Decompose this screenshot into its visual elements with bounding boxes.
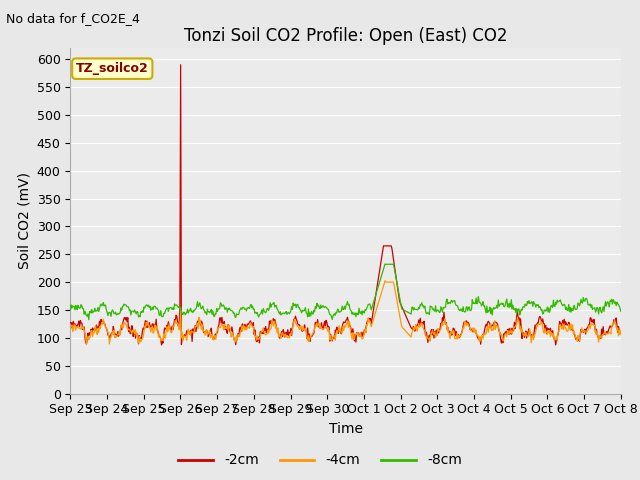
Text: No data for f_CO2E_4: No data for f_CO2E_4 (6, 12, 140, 25)
Text: TZ_soilco2: TZ_soilco2 (76, 62, 148, 75)
X-axis label: Time: Time (328, 422, 363, 436)
Y-axis label: Soil CO2 (mV): Soil CO2 (mV) (17, 172, 31, 269)
Title: Tonzi Soil CO2 Profile: Open (East) CO2: Tonzi Soil CO2 Profile: Open (East) CO2 (184, 27, 508, 45)
Legend: -2cm, -4cm, -8cm: -2cm, -4cm, -8cm (173, 448, 467, 473)
